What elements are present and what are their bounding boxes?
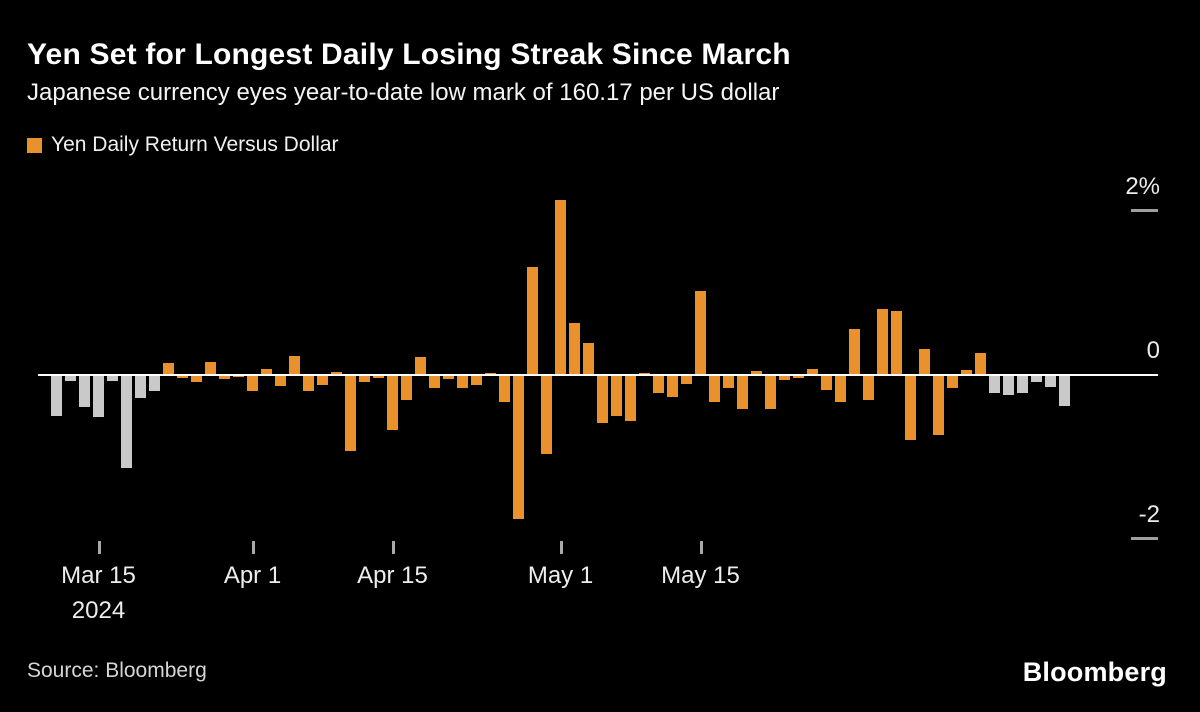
daily-return-bar	[191, 375, 202, 383]
daily-return-bar	[541, 375, 552, 454]
chart-title: Yen Set for Longest Daily Losing Streak …	[27, 38, 791, 71]
x-axis-tick-label: Apr 1	[223, 562, 282, 589]
daily-return-bar	[1003, 375, 1014, 395]
daily-return-bar	[121, 375, 132, 468]
daily-return-bar	[107, 375, 118, 381]
daily-return-bar	[919, 348, 930, 375]
daily-return-bar	[933, 375, 944, 435]
daily-return-bar	[667, 375, 678, 398]
daily-return-bar	[275, 375, 286, 386]
daily-return-bar	[373, 375, 384, 379]
daily-return-bar	[79, 375, 90, 407]
daily-return-bar	[1059, 375, 1070, 407]
daily-return-bar	[835, 375, 846, 403]
daily-return-bar	[905, 375, 916, 440]
daily-return-bar	[723, 375, 734, 389]
daily-return-bar	[569, 323, 580, 375]
x-axis-tick-mark	[391, 541, 395, 554]
x-axis-tick-label: May 15	[661, 562, 740, 589]
daily-return-bar	[387, 375, 398, 430]
daily-return-bar	[163, 362, 174, 375]
daily-return-bar	[219, 375, 230, 380]
daily-return-bar	[51, 375, 62, 416]
y-axis-tick-label: -2	[1138, 501, 1160, 528]
daily-return-bar	[877, 308, 888, 375]
daily-return-bar	[653, 375, 664, 394]
x-axis-tick-mark	[559, 541, 563, 554]
daily-return-bar	[611, 375, 622, 416]
daily-return-bar	[583, 343, 594, 375]
daily-return-bar	[261, 369, 272, 375]
legend: Yen Daily Return Versus Dollar	[27, 133, 339, 157]
daily-return-bar	[527, 266, 538, 375]
daily-return-bar	[1045, 375, 1056, 388]
daily-return-bar	[65, 375, 76, 381]
daily-return-bar	[177, 375, 188, 379]
daily-return-bar	[849, 329, 860, 375]
daily-return-bar	[597, 375, 608, 423]
daily-return-bar	[1031, 375, 1042, 382]
daily-return-bar	[93, 375, 104, 417]
y-axis-tick-mark	[1131, 209, 1158, 212]
daily-return-bar	[555, 200, 566, 375]
daily-return-bar	[737, 375, 748, 409]
daily-return-bar	[359, 375, 370, 383]
daily-return-bar	[471, 375, 482, 385]
daily-return-bar	[499, 375, 510, 403]
daily-return-bar	[443, 375, 454, 380]
daily-return-bar	[695, 291, 706, 375]
daily-return-bar	[135, 375, 146, 398]
daily-return-bar	[317, 375, 328, 385]
daily-return-bar	[149, 375, 160, 392]
daily-return-bar	[947, 375, 958, 389]
legend-label: Yen Daily Return Versus Dollar	[51, 133, 339, 156]
daily-return-bar	[345, 375, 356, 452]
daily-return-bar	[1017, 375, 1028, 394]
daily-return-bar	[863, 375, 874, 401]
daily-return-bar	[331, 371, 342, 375]
daily-return-bar	[233, 375, 244, 378]
daily-return-bar	[807, 369, 818, 375]
daily-return-bar	[975, 352, 986, 375]
daily-return-bar	[205, 361, 216, 375]
x-axis-tick-mark	[699, 541, 703, 554]
x-axis-tick-label: May 1	[527, 562, 594, 589]
daily-return-bar	[303, 375, 314, 392]
daily-return-bar	[989, 375, 1000, 394]
x-axis-tick-mark	[97, 541, 101, 554]
daily-return-bar	[751, 370, 762, 375]
daily-return-bar	[681, 375, 692, 385]
bloomberg-logo: Bloomberg	[1022, 657, 1167, 687]
x-axis-tick-label: Mar 15 2024	[61, 562, 136, 624]
y-axis-tick-mark	[1131, 537, 1158, 540]
daily-return-bar	[793, 375, 804, 379]
daily-return-bar	[891, 311, 902, 375]
daily-return-bar	[765, 375, 776, 410]
chart-subtitle: Japanese currency eyes year-to-date low …	[27, 79, 780, 106]
daily-return-bar	[457, 375, 468, 389]
zero-axis-line	[38, 374, 1158, 376]
daily-return-bar	[485, 372, 496, 375]
daily-return-bar	[709, 375, 720, 403]
x-axis-tick-label: Apr 15	[357, 562, 428, 589]
daily-return-bar	[401, 375, 412, 400]
daily-return-bar	[821, 375, 832, 390]
daily-return-bar	[289, 356, 300, 375]
daily-return-bar	[961, 370, 972, 375]
daily-return-bar	[513, 375, 524, 519]
y-axis-tick-label: 2%	[1125, 173, 1160, 200]
x-axis-tick-label-year: 2024	[71, 597, 126, 624]
source-note: Source: Bloomberg	[27, 659, 207, 682]
daily-return-bar	[247, 375, 258, 392]
daily-return-bar	[415, 356, 426, 375]
daily-return-bar	[625, 375, 636, 421]
daily-return-bar	[779, 375, 790, 380]
daily-return-bar	[639, 372, 650, 375]
y-axis-tick-label: 0	[1146, 337, 1160, 364]
legend-swatch-icon	[27, 137, 42, 153]
daily-return-bar	[429, 375, 440, 389]
x-axis-tick-mark	[251, 541, 255, 554]
